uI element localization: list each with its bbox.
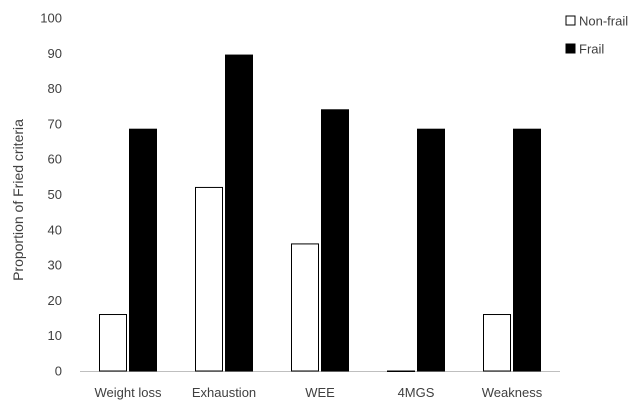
- x-tick-label: Weakness: [482, 385, 543, 400]
- bar-non-frail: [99, 314, 127, 372]
- bar-non-frail: [291, 243, 319, 372]
- y-tick-label: 60: [48, 152, 62, 167]
- legend: Non-frail Frail: [565, 14, 628, 57]
- bar-frail: [321, 109, 349, 372]
- legend-label: Non-frail: [579, 14, 628, 29]
- legend-label: Frail: [579, 42, 604, 57]
- y-axis-title: Proportion of Fried criteria: [10, 119, 26, 281]
- y-axis-ticks: 0 10 20 30 40 50 60 70 80 90 100: [40, 11, 62, 379]
- x-axis-ticks: Weight loss Exhaustion WEE 4MGS Weakness: [95, 385, 543, 400]
- y-tick-label: 0: [55, 364, 62, 379]
- y-tick-label: 70: [48, 116, 62, 131]
- y-tick-label: 30: [48, 258, 62, 273]
- legend-swatch: [565, 15, 576, 26]
- bar-frail: [225, 54, 253, 372]
- bar-frail: [513, 128, 541, 372]
- y-tick-label: 20: [48, 293, 62, 308]
- y-tick-label: 50: [48, 187, 62, 202]
- y-tick-label: 10: [48, 328, 62, 343]
- bar-frail: [417, 128, 445, 372]
- y-tick-label: 80: [48, 81, 62, 96]
- legend-swatch: [565, 43, 576, 54]
- y-tick-label: 40: [48, 222, 62, 237]
- x-tick-label: Exhaustion: [192, 385, 256, 400]
- x-tick-label: 4MGS: [398, 385, 435, 400]
- x-tick-label: Weight loss: [95, 385, 162, 400]
- y-tick-label: 100: [40, 11, 62, 26]
- x-tick-label: WEE: [305, 385, 335, 400]
- bar-frail: [129, 128, 157, 372]
- bar-non-frail: [195, 186, 223, 372]
- bar-non-frail: [483, 314, 511, 372]
- bars-group: [99, 54, 541, 372]
- y-tick-label: 90: [48, 46, 62, 61]
- bar-non-frail: [387, 370, 415, 372]
